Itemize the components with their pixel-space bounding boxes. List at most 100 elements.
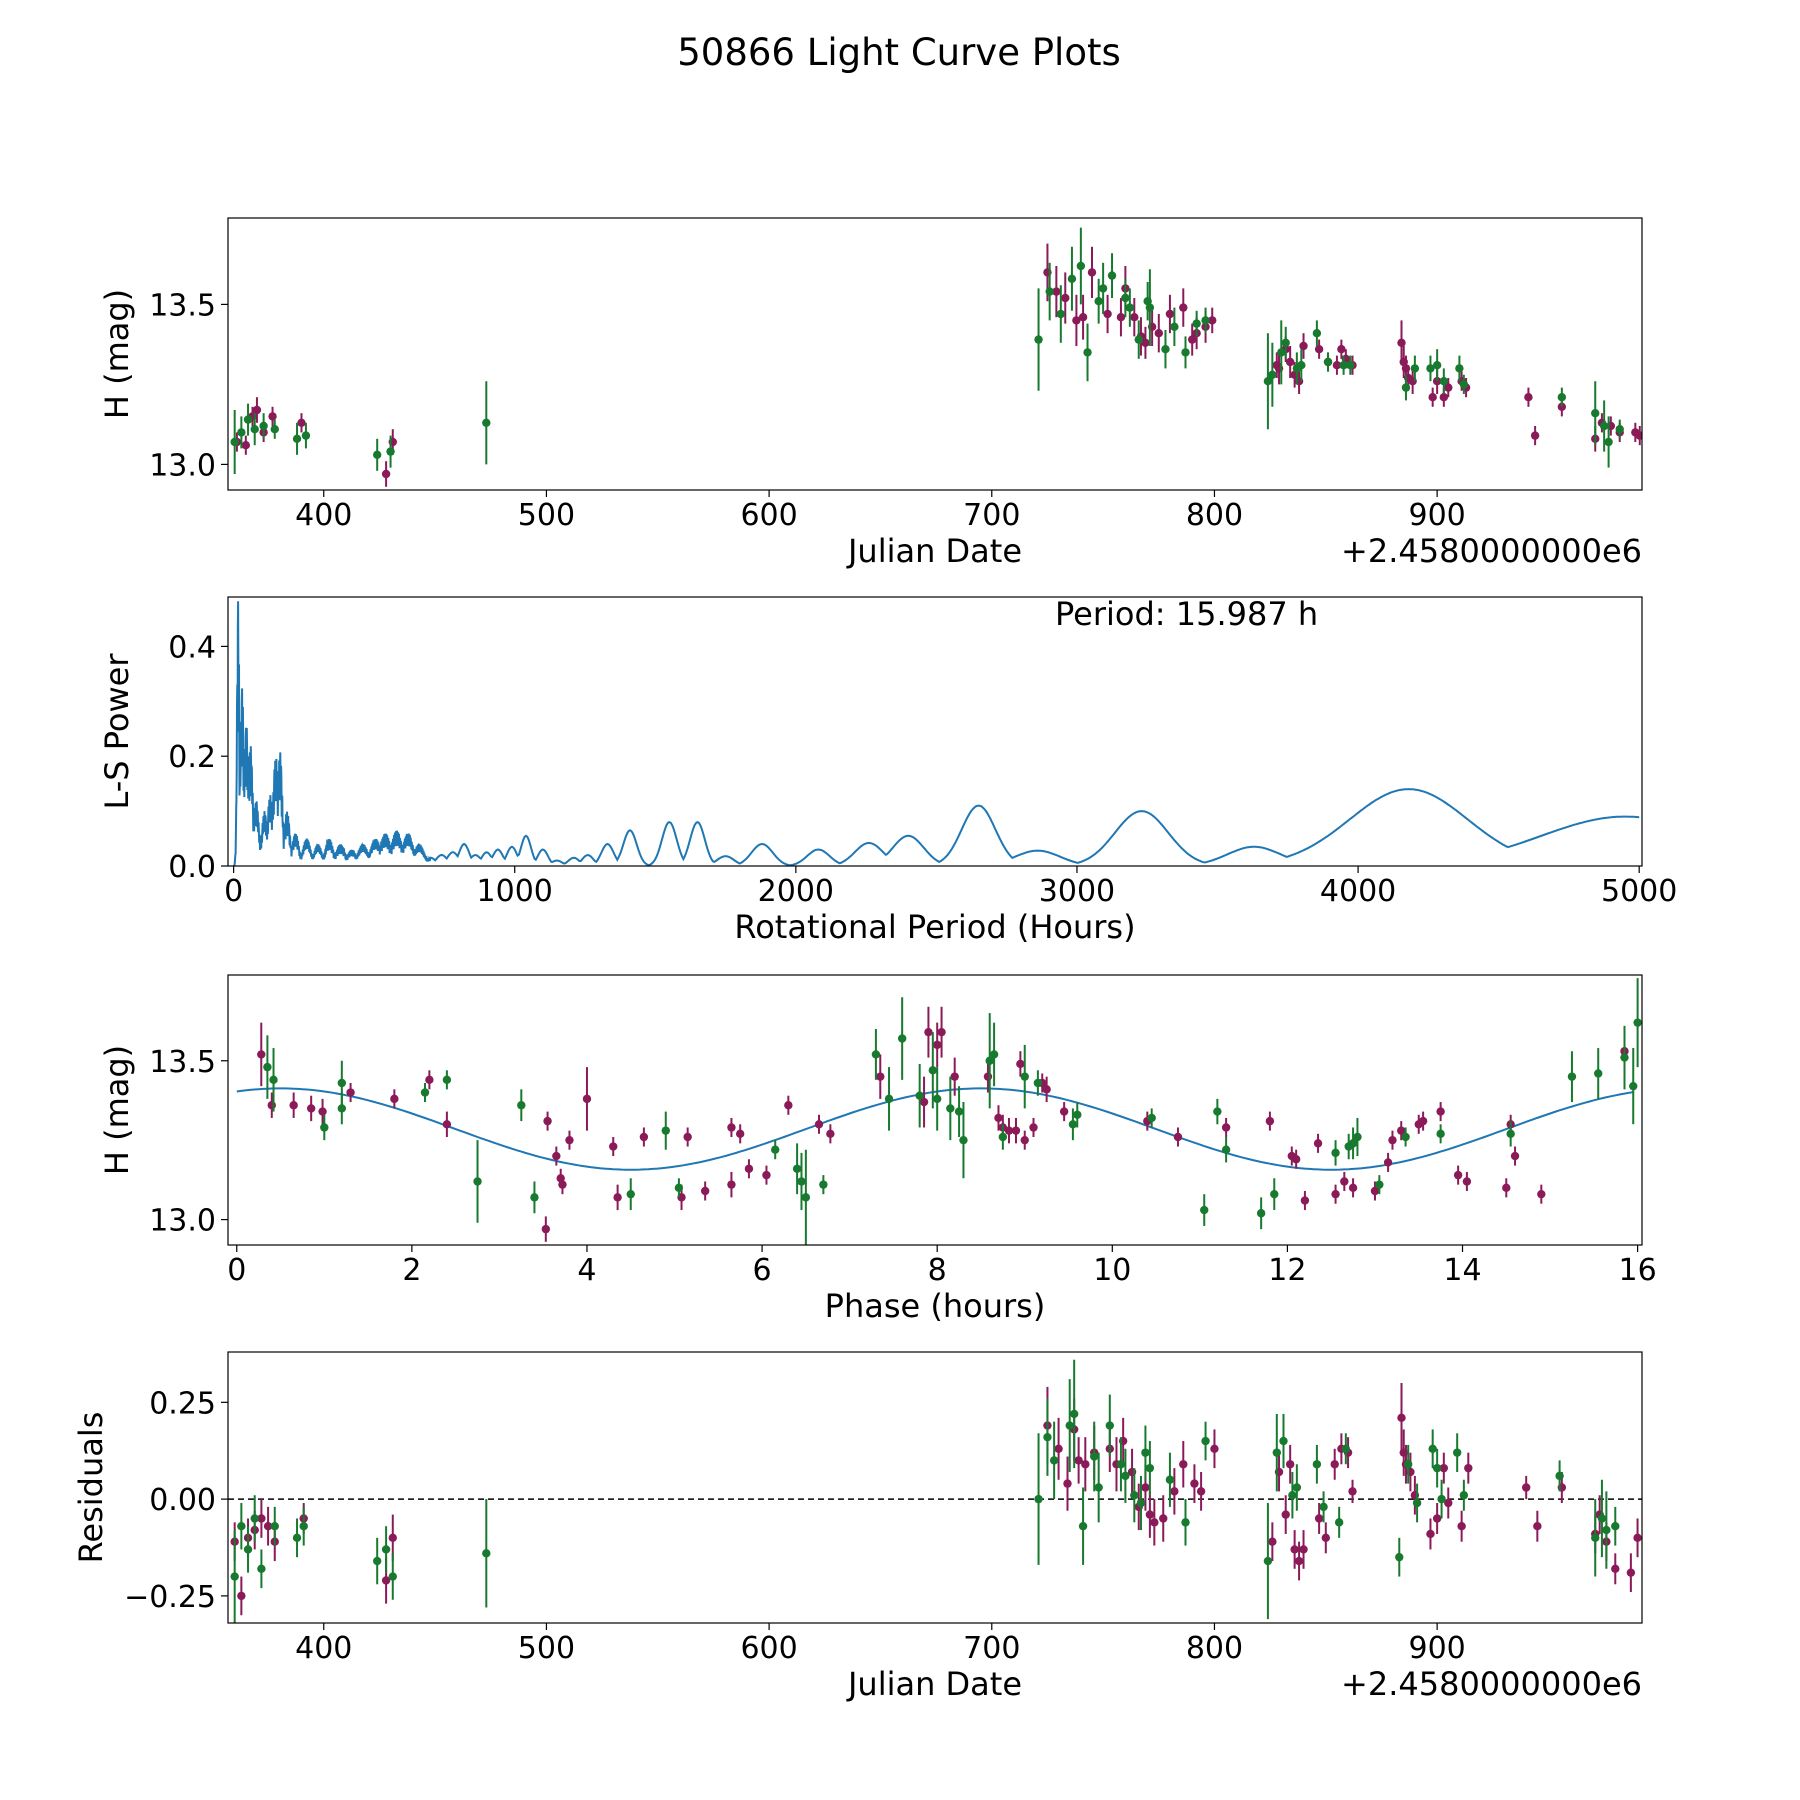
data-point [1459, 1491, 1469, 1500]
data-point [1141, 338, 1150, 347]
data-point [257, 1564, 266, 1574]
data-point [1375, 1180, 1384, 1189]
data-point [998, 1132, 1008, 1142]
x-tick-label: 10 [1093, 1253, 1131, 1288]
phase-folded-plot-area [236, 978, 1642, 1245]
data-point [1221, 1145, 1231, 1154]
data-point [1279, 1436, 1288, 1446]
x-tick-label: 3000 [1039, 874, 1115, 909]
data-point [784, 1101, 793, 1110]
data-point [1620, 1053, 1629, 1062]
x-tick-label: 4000 [1320, 874, 1396, 909]
data-point [1121, 293, 1130, 303]
data-point [1410, 364, 1420, 373]
data-point [674, 1183, 684, 1193]
data-point [1049, 1456, 1059, 1465]
data-point [1611, 1522, 1620, 1531]
data-point [1323, 357, 1333, 367]
phase-folded-series-b [263, 978, 1642, 1245]
x-tick-label: 0 [224, 874, 243, 909]
data-point [1067, 274, 1077, 283]
data-point [915, 1091, 924, 1100]
data-point [473, 1177, 482, 1186]
data-point [1072, 316, 1081, 325]
y-tick-label: 13.0 [149, 448, 216, 483]
data-point [1083, 348, 1092, 357]
data-point [252, 405, 262, 415]
data-point [263, 1062, 272, 1072]
data-point [1054, 1444, 1063, 1453]
data-point [1426, 364, 1435, 373]
data-point [959, 1135, 968, 1145]
x-tick-label: 4 [577, 1253, 596, 1288]
data-point [1192, 319, 1201, 328]
y-axis-label: H (mag) [98, 1045, 136, 1175]
data-point [1181, 348, 1190, 357]
residuals-series-b [230, 1359, 1620, 1623]
data-point [983, 1072, 993, 1081]
x-tick-label: 500 [518, 498, 575, 533]
data-point [1165, 309, 1175, 319]
data-point [420, 1088, 430, 1097]
data-point [884, 1094, 894, 1104]
data-point [1210, 1444, 1219, 1453]
y-tick-label: 13.5 [149, 288, 216, 323]
periodogram-plot-area [233, 601, 1640, 866]
data-point [1437, 1494, 1446, 1504]
x-tick-label: 1000 [477, 874, 553, 909]
data-point [1281, 338, 1290, 347]
data-point [241, 441, 251, 450]
data-point [1087, 268, 1097, 277]
x-tick-label: 5000 [1601, 874, 1677, 909]
data-point [289, 1101, 298, 1110]
data-point [1594, 1069, 1603, 1078]
data-point [1522, 1483, 1531, 1492]
data-point [1098, 284, 1108, 293]
data-point [1403, 1460, 1413, 1469]
data-point [1314, 1514, 1324, 1523]
data-point [517, 1101, 526, 1110]
data-point [1611, 1564, 1620, 1574]
data-point [1334, 1518, 1344, 1527]
light-curve-axes-frame [227, 217, 1643, 491]
data-point [801, 1193, 811, 1202]
data-point [306, 1104, 316, 1113]
data-point [346, 1088, 355, 1097]
data-point [919, 1097, 929, 1107]
data-point [1068, 1120, 1078, 1129]
x-tick-label: 600 [740, 498, 797, 533]
data-point [994, 1113, 1003, 1123]
data-point [1063, 1479, 1072, 1488]
data-point [1268, 1537, 1277, 1546]
data-point [552, 1151, 561, 1161]
data-point [1061, 293, 1070, 303]
data-point [1597, 1514, 1607, 1523]
data-point [1105, 1421, 1115, 1430]
data-point [1011, 1126, 1021, 1135]
data-point [1052, 287, 1061, 296]
data-point [727, 1123, 736, 1132]
data-point [372, 1556, 382, 1566]
data-point [1147, 1113, 1156, 1123]
data-point [1020, 1135, 1029, 1145]
data-point [876, 1072, 885, 1081]
data-point [1081, 1460, 1090, 1469]
data-point [1348, 1487, 1357, 1496]
data-point [727, 1180, 736, 1189]
data-point [1633, 1018, 1642, 1027]
data-point [1502, 1183, 1511, 1193]
data-point [243, 415, 253, 424]
data-point [1591, 409, 1600, 418]
data-point [1033, 1078, 1043, 1088]
data-point [1533, 1522, 1542, 1531]
data-point [1432, 1514, 1442, 1523]
data-point [1213, 1107, 1222, 1116]
data-point [1331, 1148, 1340, 1158]
data-point [639, 1132, 649, 1142]
data-point [1452, 1448, 1462, 1457]
data-point [1462, 1177, 1472, 1186]
data-point [1196, 1487, 1206, 1496]
data-point [1537, 1189, 1546, 1199]
